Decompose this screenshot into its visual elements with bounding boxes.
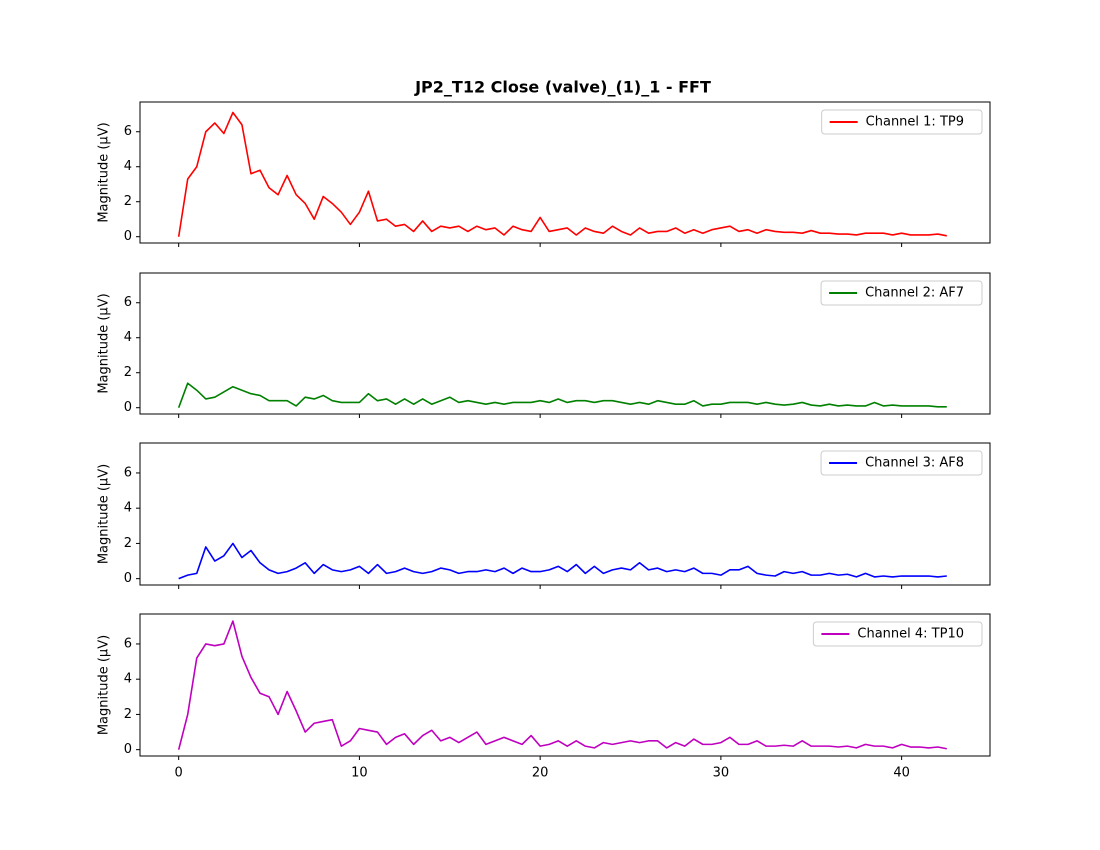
x-tick-label: 0 — [175, 766, 183, 781]
legend-label: Channel 1: TP9 — [866, 115, 964, 130]
legend: Channel 3: AF8 — [820, 450, 983, 476]
x-tick-label: 30 — [713, 766, 730, 781]
legend-label: Channel 3: AF8 — [865, 456, 964, 471]
legend-box — [821, 109, 983, 135]
x-tick-label: 20 — [532, 766, 549, 781]
legend: Channel 1: TP9 — [821, 109, 983, 135]
series-line — [177, 382, 947, 408]
y-axis-label: Magnitude (μV) — [97, 293, 112, 393]
y-tick-label: 6 — [124, 124, 132, 139]
x-tick-label: 40 — [893, 766, 910, 781]
y-tick-label: 6 — [124, 295, 132, 310]
y-tick-label: 4 — [124, 672, 132, 687]
y-tick-label: 0 — [124, 742, 132, 757]
legend: Channel 2: AF7 — [820, 280, 983, 306]
y-axis-label: Magnitude (μV) — [97, 635, 112, 735]
plot-frame — [139, 101, 991, 244]
legend: Channel 4: TP10 — [812, 621, 983, 647]
y-tick-label: 2 — [124, 365, 132, 380]
plot-frame — [139, 272, 991, 415]
y-tick-label: 0 — [124, 229, 132, 244]
legend-label: Channel 4: TP10 — [857, 627, 964, 642]
y-tick-label: 0 — [124, 571, 132, 586]
plot-frame — [139, 613, 991, 757]
series-line — [177, 111, 947, 237]
y-tick-label: 0 — [124, 400, 132, 415]
legend-box — [820, 450, 983, 476]
y-tick-label: 2 — [124, 194, 132, 209]
legend-box — [812, 621, 983, 647]
y-tick-label: 2 — [124, 536, 132, 551]
series-line — [177, 620, 947, 750]
y-tick-label: 6 — [124, 636, 132, 651]
y-axis-label: Magnitude (μV) — [97, 464, 112, 564]
y-tick-label: 4 — [124, 159, 132, 174]
y-tick-label: 6 — [124, 465, 132, 480]
plot-frame — [139, 442, 991, 586]
x-tick-label: 10 — [351, 766, 368, 781]
series-line — [178, 542, 947, 580]
y-axis-label: Magnitude (μV) — [97, 122, 112, 222]
legend-label: Channel 2: AF7 — [865, 286, 964, 301]
y-tick-label: 4 — [124, 330, 132, 345]
legend-box — [820, 280, 983, 306]
chart-title: JP2_T12 Close (valve)_(1)_1 - FFT — [414, 78, 711, 97]
y-tick-label: 4 — [124, 501, 132, 516]
y-tick-label: 2 — [124, 707, 132, 722]
